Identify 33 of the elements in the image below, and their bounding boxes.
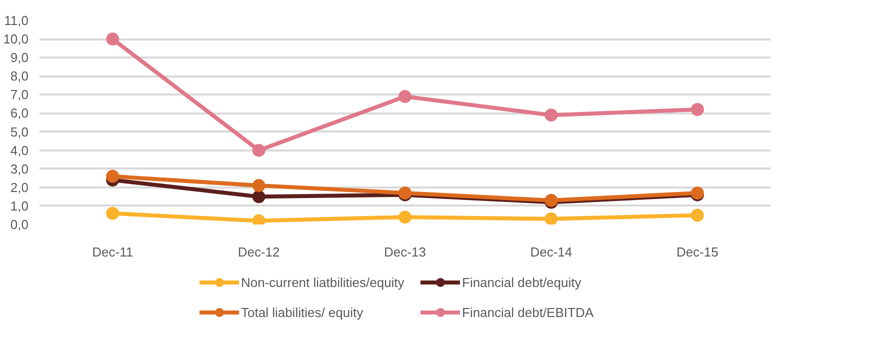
x-tick-label: Dec-13 [384, 244, 426, 260]
y-tick-label: 4,0 [10, 142, 29, 158]
point [544, 108, 558, 122]
y-tick-label: 11,0 [4, 13, 29, 28]
x-tick-label: Dec-11 [92, 244, 134, 260]
point [106, 206, 120, 220]
x-tick-label: Dec-12 [238, 244, 280, 260]
y-tick-label: 5,0 [10, 124, 29, 140]
point [252, 179, 266, 192]
y-tick-label: 1,0 [10, 198, 29, 214]
point [398, 90, 412, 104]
x-tick-label: Dec-14 [530, 244, 572, 260]
y-tick-label: 8,0 [10, 68, 29, 84]
legend-label: Non-current liatbilities/equity [241, 274, 406, 290]
legend-label: Financial debt/equity [462, 274, 582, 290]
y-tick-label: 6,0 [10, 106, 29, 121]
y-tick-label: 2,0 [10, 180, 29, 195]
legend-label: Financial debt/EBITDA [462, 304, 595, 320]
point [106, 32, 120, 46]
point [690, 208, 704, 222]
point [252, 190, 266, 204]
y-tick-label: 7,0 [10, 87, 29, 102]
legend-label: Total liabilities/ equity [241, 304, 364, 320]
point [252, 144, 266, 157]
point [106, 170, 120, 183]
y-tick-label: 3,0 [10, 161, 29, 176]
y-tick-label: 9,0 [10, 50, 29, 66]
point [398, 210, 412, 224]
point [544, 212, 558, 224]
y-tick-label: 10,0 [3, 32, 29, 47]
point [690, 103, 704, 116]
y-tick-label: 0,0 [10, 217, 29, 232]
x-tick-label: Dec-15 [676, 244, 718, 260]
